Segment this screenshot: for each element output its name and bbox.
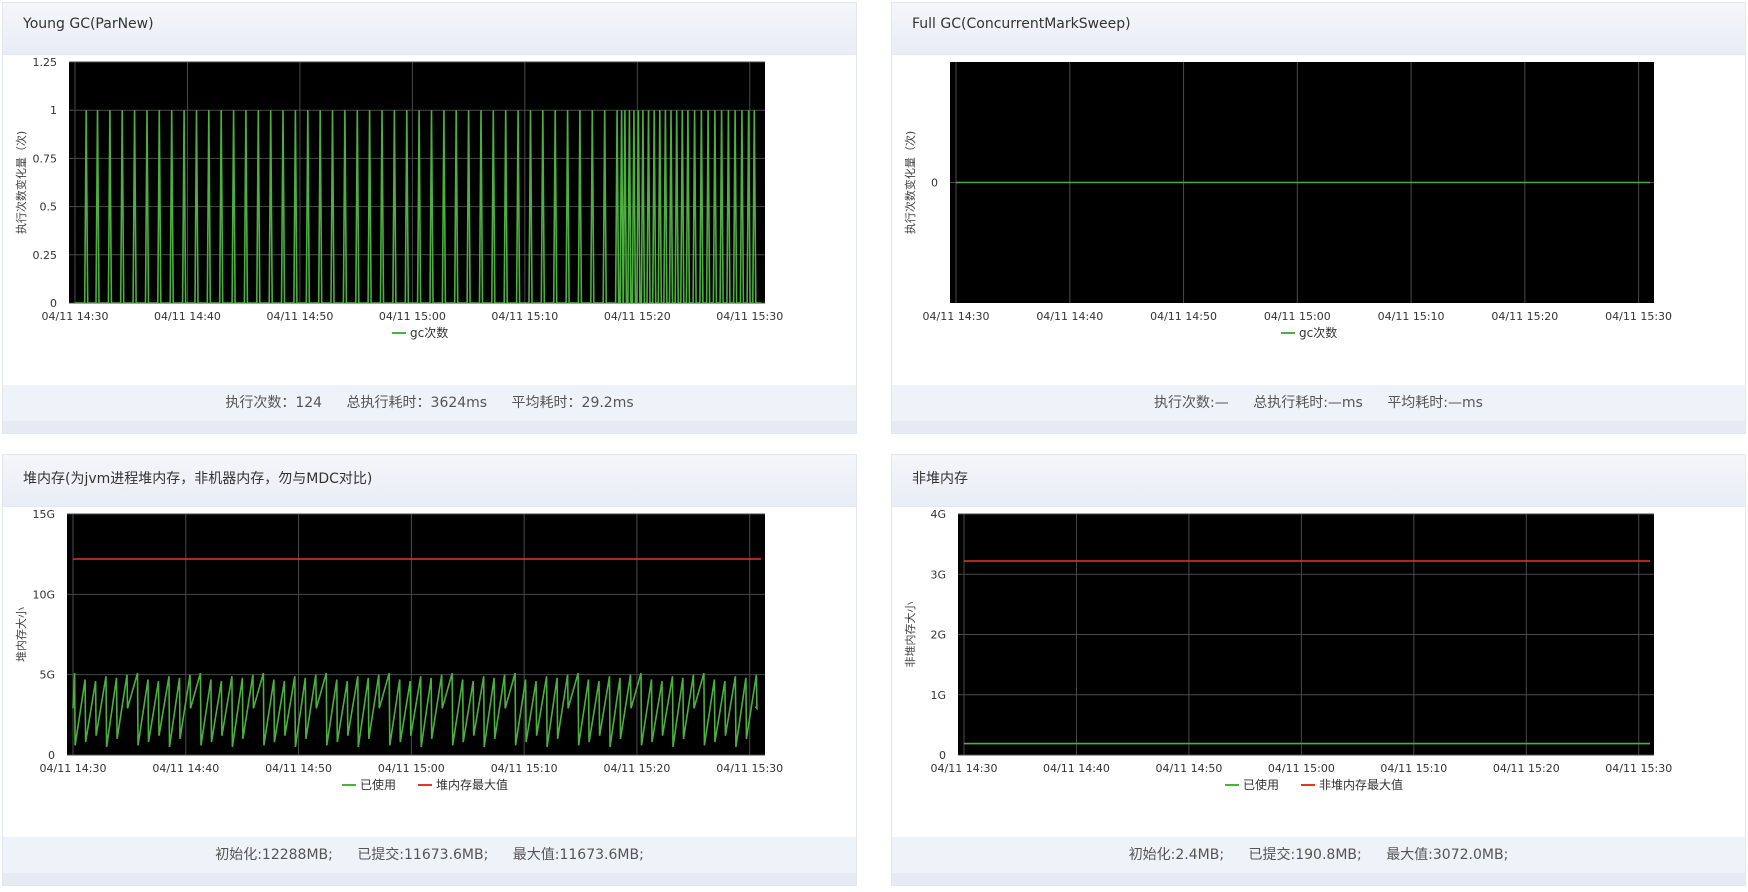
y-axis-title: 堆内存大小 — [14, 607, 28, 662]
x-tick-label: 04/11 14:30 — [40, 762, 107, 775]
y-axis-title: 执行次数变化量（次) — [14, 131, 28, 234]
x-tick-label: 04/11 14:40 — [1043, 762, 1110, 775]
young-gc-chart: 04/11 14:30 04/11 14:40 04/11 14:50 04/11 1… — [14, 56, 783, 340]
panel-header: Young GC(ParNew) — [3, 3, 856, 55]
legend-label: gc次数 — [410, 325, 448, 340]
y-tick-label: 5G — [39, 669, 55, 682]
footer-stat: 初始化:2.4MB; — [1128, 847, 1225, 863]
y-tick-label: 4G — [930, 508, 946, 521]
x-tick-label: 04/11 15:20 — [604, 310, 671, 323]
footer-stat: 总执行耗时:—ms — [1253, 395, 1363, 411]
non-heap-memory-panel: 非堆内存 04/11 14:30 04/11 14:40 04/11 14:50 04… — [891, 454, 1746, 886]
y-axis-title: 非堆内存大小 — [903, 602, 917, 668]
panel-footer: 初始化:12288MB; 已提交:11673.6MB; 最大值:11673.6M… — [3, 837, 856, 873]
non-heap-memory-chart: 04/11 14:30 04/11 14:40 04/11 14:50 04/11 1… — [903, 508, 1672, 792]
series-line-used — [75, 110, 761, 304]
y-tick-label: 10G — [32, 588, 55, 601]
legend-label: 非堆内存最大值 — [1319, 777, 1403, 792]
panel-bottom-strip — [892, 873, 1745, 885]
x-tick-label: 04/11 15:10 — [491, 310, 558, 323]
x-tick-label: 04/11 14:40 — [152, 762, 219, 775]
x-tick-label: 04/11 14:40 — [1036, 310, 1103, 323]
y-tick-label: 15G — [32, 508, 55, 521]
x-tick-label: 04/11 15:10 — [1380, 762, 1447, 775]
y-tick-label: 1.25 — [33, 56, 58, 69]
y-tick-label: 0 — [48, 749, 55, 762]
y-tick-label: 0.25 — [33, 249, 58, 262]
x-tick-label: 04/11 15:20 — [603, 762, 670, 775]
panel-bottom-strip — [892, 421, 1745, 433]
legend-label: gc次数 — [1299, 325, 1337, 340]
y-tick-label: 1G — [930, 689, 946, 702]
x-tick-label: 04/11 15:10 — [491, 762, 558, 775]
y-tick-label: 3G — [930, 568, 946, 581]
footer-stat: 平均耗时:—ms — [1387, 395, 1483, 411]
x-tick-label: 04/11 15:20 — [1491, 310, 1558, 323]
plot-area — [67, 514, 765, 755]
panel-title: Full GC(ConcurrentMarkSweep) — [912, 16, 1131, 32]
panel-footer: 执行次数：124 总执行耗时：3624ms 平均耗时：29.2ms — [3, 385, 856, 421]
y-tick-label: 0 — [50, 297, 57, 310]
x-tick-label: 04/11 14:40 — [154, 310, 221, 323]
y-tick-label: 0 — [931, 177, 938, 190]
heap-memory-chart: 04/11 14:30 04/11 14:40 04/11 14:50 04/11 1… — [14, 508, 783, 792]
footer-stat: 执行次数：124 — [225, 395, 323, 411]
footer-stat: 已提交:190.8MB; — [1248, 847, 1362, 863]
x-tick-label: 04/11 14:50 — [1155, 762, 1222, 775]
panel-title: 非堆内存 — [912, 471, 968, 487]
footer-stat: 最大值:3072.0MB; — [1386, 847, 1509, 863]
x-tick-label: 04/11 14:30 — [931, 762, 998, 775]
legend-label: 堆内存最大值 — [436, 777, 508, 792]
x-tick-label: 04/11 14:50 — [1150, 310, 1217, 323]
footer-stat: 平均耗时：29.2ms — [511, 395, 634, 411]
full-gc-panel: Full GC(ConcurrentMarkSweep) 04/11 14:30… — [891, 2, 1746, 434]
x-tick-label: 04/11 14:30 — [42, 310, 109, 323]
x-tick-label: 04/11 15:00 — [379, 310, 446, 323]
footer-stat: 总执行耗时：3624ms — [346, 395, 488, 411]
y-axis-title: 执行次数变化量（次) — [903, 131, 917, 234]
footer-stat: 执行次数:— — [1154, 395, 1229, 411]
x-tick-label: 04/11 15:30 — [716, 310, 783, 323]
panel-footer: 初始化:2.4MB; 已提交:190.8MB; 最大值:3072.0MB; — [892, 837, 1745, 873]
footer-stat: 最大值:11673.6MB; — [512, 847, 644, 863]
x-tick-label: 04/11 15:20 — [1493, 762, 1560, 775]
panel-header: Full GC(ConcurrentMarkSweep) — [892, 3, 1745, 55]
legend-label: 已使用 — [1243, 777, 1279, 792]
young-gc-panel: Young GC(ParNew) 04/11 14:30 04/11 14:40 0… — [2, 2, 857, 434]
x-tick-label: 04/11 15:30 — [1605, 310, 1672, 323]
x-tick-label: 04/11 15:30 — [716, 762, 783, 775]
heap-memory-panel: 堆内存(为jvm进程堆内存，非机器内存，勿与MDC对比) 04/11 14:30… — [2, 454, 857, 886]
x-tick-label: 04/11 14:50 — [266, 310, 333, 323]
x-tick-label: 04/11 15:00 — [1264, 310, 1331, 323]
panel-title: 堆内存(为jvm进程堆内存，非机器内存，勿与MDC对比) — [23, 471, 373, 487]
footer-stat: 初始化:12288MB; — [215, 847, 333, 863]
x-tick-label: 04/11 14:30 — [923, 310, 990, 323]
y-tick-label: 2G — [930, 629, 946, 642]
panel-bottom-strip — [3, 873, 856, 885]
full-gc-chart: 04/11 14:30 04/11 14:40 04/11 14:50 04/11 1… — [903, 62, 1672, 340]
legend-label: 已使用 — [360, 777, 396, 792]
y-tick-label: 0 — [939, 749, 946, 762]
panel-bottom-strip — [3, 421, 856, 433]
panel-header: 非堆内存 — [892, 455, 1745, 507]
x-tick-label: 04/11 14:50 — [265, 762, 332, 775]
x-tick-label: 04/11 15:30 — [1605, 762, 1672, 775]
panel-footer: 执行次数:— 总执行耗时:—ms 平均耗时:—ms — [892, 385, 1745, 421]
y-tick-label: 0.5 — [40, 201, 58, 214]
panel-header: 堆内存(为jvm进程堆内存，非机器内存，勿与MDC对比) — [3, 455, 856, 507]
panel-title: Young GC(ParNew) — [23, 16, 154, 32]
x-tick-label: 04/11 15:00 — [378, 762, 445, 775]
x-tick-label: 04/11 15:00 — [1268, 762, 1335, 775]
x-tick-label: 04/11 15:10 — [1378, 310, 1445, 323]
y-tick-label: 0.75 — [33, 152, 58, 165]
footer-stat: 已提交:11673.6MB; — [357, 847, 489, 863]
series-line-used — [72, 672, 758, 748]
y-tick-label: 1 — [50, 104, 57, 117]
